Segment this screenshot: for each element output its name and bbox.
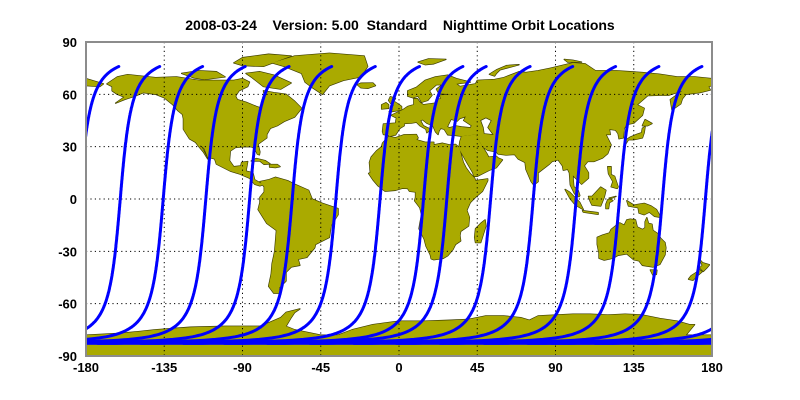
orbit-track (86, 65, 162, 331)
chart-title: 2008-03-24 Version: 5.00 Standard Nightt… (185, 17, 615, 33)
arabia (459, 134, 503, 177)
y-tick-label: 0 (70, 192, 77, 207)
eurasia (382, 62, 712, 197)
philippines (607, 166, 619, 189)
x-tick-label: 45 (470, 360, 484, 375)
orbit-track (182, 123, 712, 345)
new-zealand-north (699, 259, 710, 272)
orbit-track (86, 65, 334, 344)
ireland (381, 102, 389, 109)
orbit-track (724, 67, 800, 344)
borneo (588, 187, 606, 206)
x-tick-label: -180 (73, 360, 99, 375)
x-tick-label: 0 (395, 360, 402, 375)
orbit-track (86, 65, 205, 341)
orbit-track (86, 65, 488, 345)
iceland (357, 83, 376, 89)
new-guinea (626, 200, 661, 218)
java (582, 210, 599, 215)
x-tick-label: 135 (623, 360, 645, 375)
x-tick-label: -45 (311, 360, 330, 375)
orbit-track (223, 327, 712, 345)
orbit-track (139, 65, 704, 345)
x-axis-ticks: -180 -135 -90 -45 0 45 90 135 180 (73, 360, 723, 375)
hispaniola (269, 164, 281, 168)
orbit-track (86, 65, 421, 344)
x-tick-label: -90 (233, 360, 252, 375)
y-tick-label: -90 (58, 349, 77, 364)
orbit-track (767, 67, 800, 344)
y-tick-label: 90 (63, 35, 77, 50)
orbit-track (86, 65, 465, 345)
plot-frame (85, 41, 713, 357)
orbit-track (86, 65, 618, 345)
novaya-zemlya (489, 64, 519, 76)
honshu (625, 126, 646, 145)
x-tick-label: 180 (701, 360, 723, 375)
orbit-track (679, 341, 712, 345)
severnaya-zemlya (564, 59, 582, 63)
y-tick-label: -60 (58, 297, 77, 312)
y-tick-label: 60 (63, 87, 77, 102)
orbit-track (96, 65, 661, 345)
orbit-track (86, 65, 291, 344)
orbit-track (86, 65, 532, 345)
africa (368, 134, 488, 260)
y-tick-label: -30 (58, 244, 77, 259)
cuba (251, 158, 270, 165)
x-tick-label: -135 (151, 360, 177, 375)
y-tick-label: 30 (63, 140, 77, 155)
orbit-track (86, 65, 121, 146)
orbit-track (86, 65, 575, 345)
svalbard (418, 58, 446, 65)
y-axis-ticks: 90 60 30 0 -30 -60 -90 (58, 35, 77, 364)
madagascar (474, 219, 486, 243)
hokkaido (642, 119, 652, 126)
x-tick-label: 90 (548, 360, 562, 375)
south-america (258, 177, 339, 294)
orbit-tracks (0, 65, 800, 345)
orbit-track (86, 65, 247, 343)
sulawesi (605, 196, 616, 209)
north-america (106, 74, 302, 186)
grid-lines (86, 42, 712, 356)
baffin-island (246, 71, 292, 90)
caspian-sea (480, 117, 494, 135)
orbit-track (0, 67, 33, 344)
orbit-track (86, 65, 377, 344)
ellesmere-island (233, 54, 292, 67)
sumatra (565, 189, 584, 210)
